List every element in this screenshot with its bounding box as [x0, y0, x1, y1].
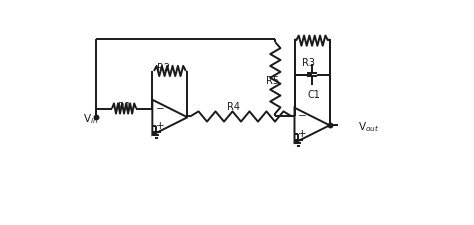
Text: V$_{out}$: V$_{out}$	[358, 120, 380, 134]
Text: +: +	[155, 121, 164, 131]
Text: −: −	[298, 112, 307, 122]
Text: R4: R4	[228, 102, 240, 112]
Text: R5: R5	[266, 76, 279, 86]
Text: R3: R3	[302, 58, 316, 68]
Text: C1: C1	[308, 90, 321, 100]
Text: V$_{in}$: V$_{in}$	[83, 112, 99, 126]
Text: R2: R2	[157, 63, 170, 73]
Text: R1: R1	[118, 102, 131, 112]
Text: −: −	[155, 104, 164, 113]
Text: +: +	[298, 129, 306, 139]
